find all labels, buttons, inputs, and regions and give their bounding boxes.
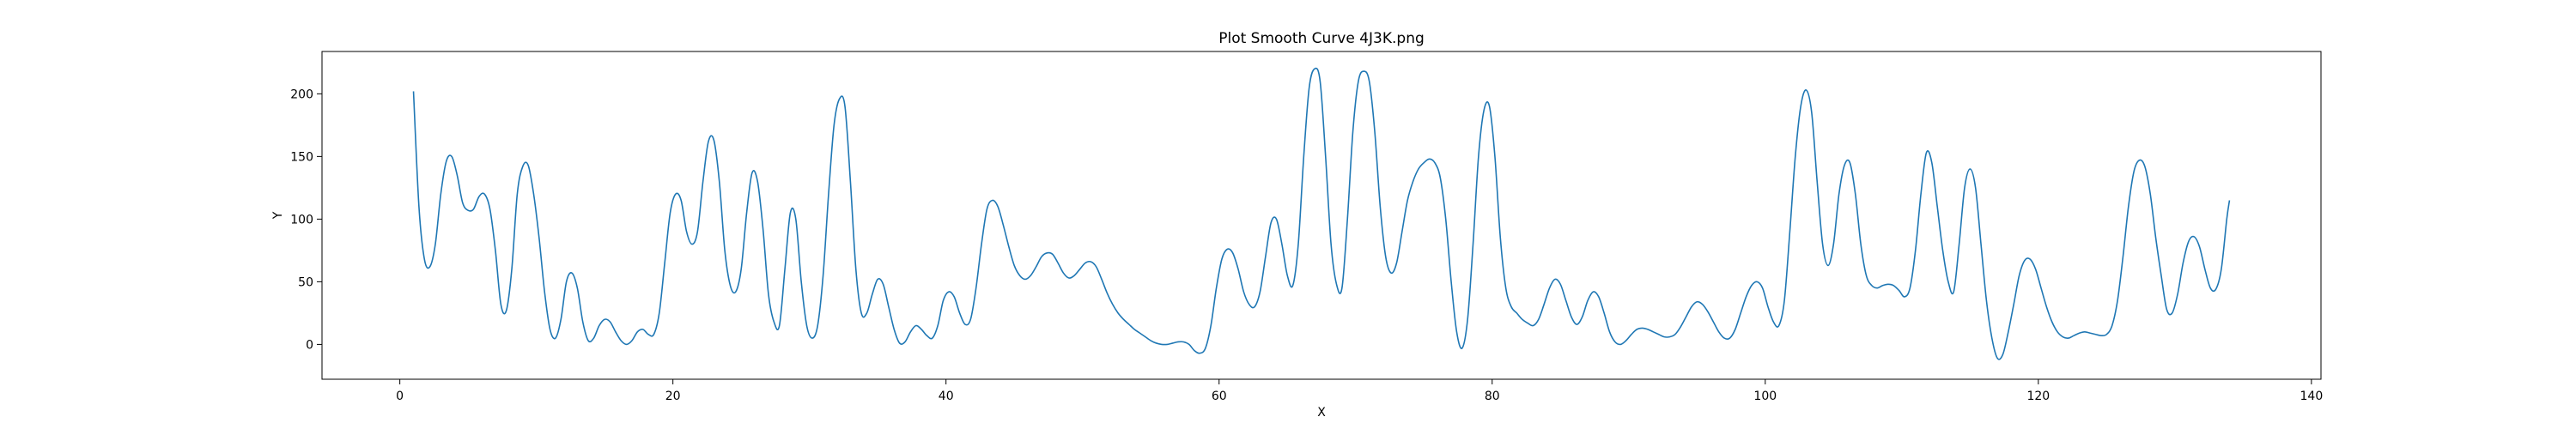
chart-title: Plot Smooth Curve 4J3K.png (1218, 30, 1425, 47)
series-line (412, 67, 2231, 360)
y-tick-label: 100 (290, 213, 313, 227)
y-tick-label: 150 (290, 150, 313, 164)
x-tick-label: 0 (396, 390, 404, 403)
y-axis-label: Y (271, 211, 285, 220)
y-tick-label: 200 (290, 88, 313, 101)
x-tick-label: 140 (2300, 390, 2324, 403)
y-tick-label: 50 (298, 275, 313, 289)
x-axis-label: X (1317, 406, 1326, 420)
y-tick-label: 0 (306, 338, 313, 352)
x-tick-label: 40 (939, 390, 954, 403)
plot-area-frame (321, 51, 2322, 380)
x-tick-label: 120 (2026, 390, 2050, 403)
x-axis-ticks: 0 20 40 60 80 100 120 140 (396, 379, 2323, 403)
x-tick-label: 100 (1753, 390, 1777, 403)
y-axis-ticks: 0 50 100 150 200 (290, 88, 322, 352)
x-tick-label: 80 (1485, 390, 1500, 403)
x-tick-label: 60 (1212, 390, 1227, 403)
x-tick-label: 20 (665, 390, 681, 403)
